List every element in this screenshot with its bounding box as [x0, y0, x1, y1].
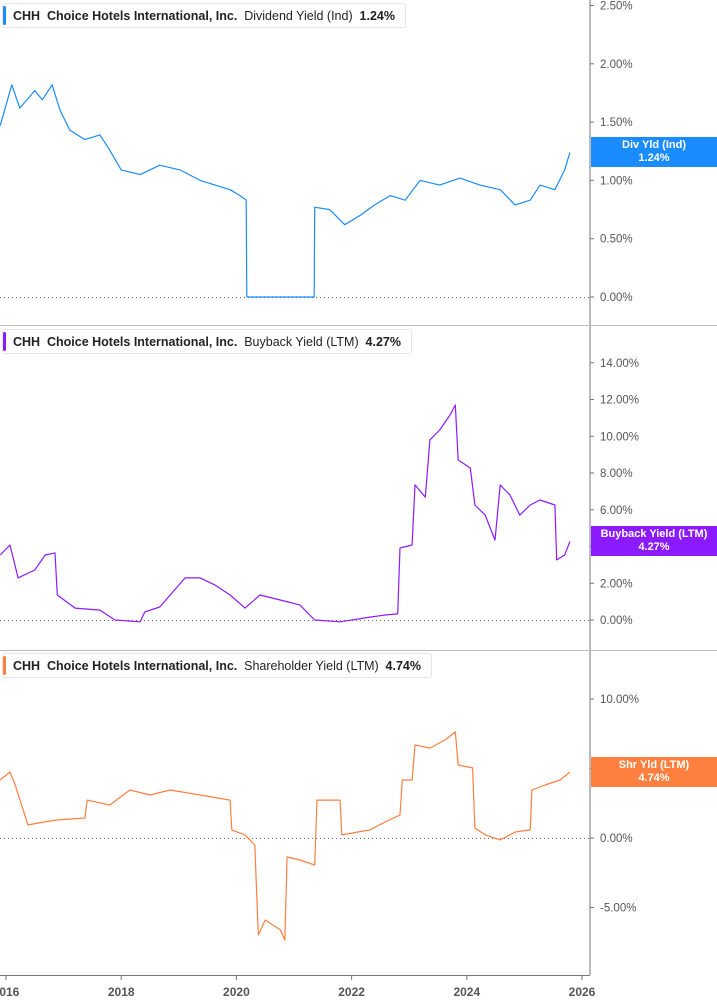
- y-tick-label: 8.00%: [600, 468, 633, 480]
- y-tick-label: 1.00%: [600, 175, 633, 187]
- y-tick-label: 0.00%: [600, 615, 633, 627]
- company-name: Choice Hotels International, Inc.: [47, 334, 238, 349]
- company-name: Choice Hotels International, Inc.: [47, 8, 238, 23]
- metric-name: Dividend Yield (Ind): [244, 8, 353, 23]
- x-tick-label: 2026: [569, 985, 596, 999]
- x-tick-label: 2022: [338, 985, 365, 999]
- y-tick-label: 10.00%: [600, 694, 639, 706]
- y-tick-label: 2.00%: [600, 59, 633, 71]
- ticker: CHH: [13, 334, 41, 349]
- x-tick-label: 2018: [108, 985, 135, 999]
- x-tick-label: 2024: [453, 985, 480, 999]
- y-tick-label: 14.00%: [600, 358, 639, 370]
- y-tick-label: 6.00%: [600, 505, 633, 517]
- y-tick-label: 10.00%: [600, 431, 639, 443]
- y-tick-label: 0.00%: [600, 833, 633, 845]
- metric-name: Buyback Yield (LTM): [244, 334, 359, 349]
- series-color-swatch: [3, 656, 6, 675]
- metric-value: 1.24%: [359, 8, 395, 23]
- panel-header-buyback: CHH Choice Hotels International, Inc. Bu…: [2, 329, 412, 354]
- metric-name: Shareholder Yield (LTM): [244, 658, 379, 673]
- y-tick-label: 0.50%: [600, 234, 633, 246]
- series-line: [0, 404, 571, 623]
- x-tick-label: 2016: [0, 985, 20, 999]
- y-tick-label: 12.00%: [600, 395, 639, 407]
- y-tick-label: 0.00%: [600, 292, 633, 304]
- flag-label: Div Yld (Ind): [622, 139, 686, 151]
- company-name: Choice Hotels International, Inc.: [46, 658, 238, 673]
- flag-label: Buyback Yield (LTM): [600, 528, 708, 540]
- y-tick-label: -5.00%: [600, 903, 636, 915]
- flag-value: 4.74%: [638, 772, 670, 784]
- metric-value: 4.27%: [365, 334, 401, 349]
- x-tick-label: 2020: [223, 985, 250, 999]
- last-value-flag-buyback: Buyback Yield (LTM) 4.27%: [591, 526, 717, 556]
- series-line: [0, 731, 571, 941]
- ticker: CHH: [13, 8, 41, 23]
- panel-header-shareholder: CHH Choice Hotels International, Inc. Sh…: [2, 653, 432, 678]
- flag-label: Shr Yld (LTM): [618, 759, 690, 771]
- panel-header-dividend: CHH Choice Hotels International, Inc. Di…: [2, 3, 406, 28]
- flag-value: 4.27%: [638, 541, 670, 553]
- last-value-flag-shareholder: Shr Yld (LTM) 4.74%: [591, 757, 717, 787]
- metric-value: 4.74%: [385, 658, 421, 673]
- y-tick-label: 2.50%: [600, 1, 633, 13]
- series-color-swatch: [3, 332, 6, 351]
- ticker: CHH: [13, 658, 41, 673]
- y-tick-label: 1.50%: [600, 117, 633, 129]
- series-color-swatch: [3, 6, 6, 25]
- flag-value: 1.24%: [638, 152, 670, 164]
- y-tick-label: 2.00%: [600, 578, 633, 590]
- series-line: [0, 84, 571, 298]
- last-value-flag-dividend: Div Yld (Ind) 1.24%: [591, 137, 717, 167]
